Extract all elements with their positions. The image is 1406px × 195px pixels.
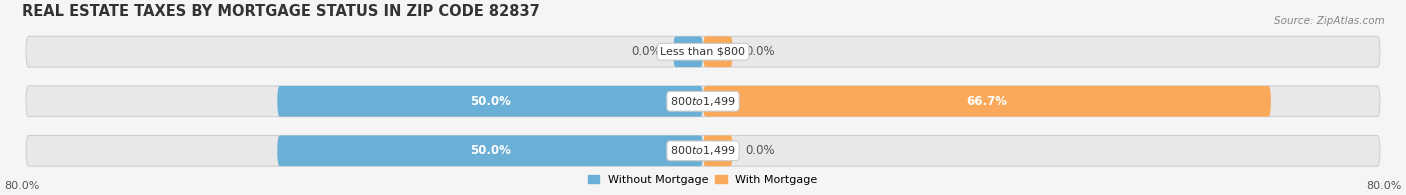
Text: Source: ZipAtlas.com: Source: ZipAtlas.com <box>1274 16 1385 26</box>
Text: 50.0%: 50.0% <box>470 144 510 157</box>
Text: $800 to $1,499: $800 to $1,499 <box>671 144 735 157</box>
FancyBboxPatch shape <box>27 36 1379 67</box>
FancyBboxPatch shape <box>277 136 703 166</box>
Text: 0.0%: 0.0% <box>745 144 775 157</box>
Text: 50.0%: 50.0% <box>470 95 510 108</box>
FancyBboxPatch shape <box>277 86 703 117</box>
FancyBboxPatch shape <box>673 36 703 67</box>
FancyBboxPatch shape <box>703 36 733 67</box>
Text: 66.7%: 66.7% <box>966 95 1008 108</box>
Text: $800 to $1,499: $800 to $1,499 <box>671 95 735 108</box>
FancyBboxPatch shape <box>27 136 1379 166</box>
Text: 0.0%: 0.0% <box>745 45 775 58</box>
FancyBboxPatch shape <box>703 86 1271 117</box>
FancyBboxPatch shape <box>703 136 733 166</box>
Text: Less than $800: Less than $800 <box>661 47 745 57</box>
FancyBboxPatch shape <box>27 86 1379 117</box>
Text: REAL ESTATE TAXES BY MORTGAGE STATUS IN ZIP CODE 82837: REAL ESTATE TAXES BY MORTGAGE STATUS IN … <box>22 4 540 19</box>
Text: 0.0%: 0.0% <box>631 45 661 58</box>
Legend: Without Mortgage, With Mortgage: Without Mortgage, With Mortgage <box>588 175 818 185</box>
